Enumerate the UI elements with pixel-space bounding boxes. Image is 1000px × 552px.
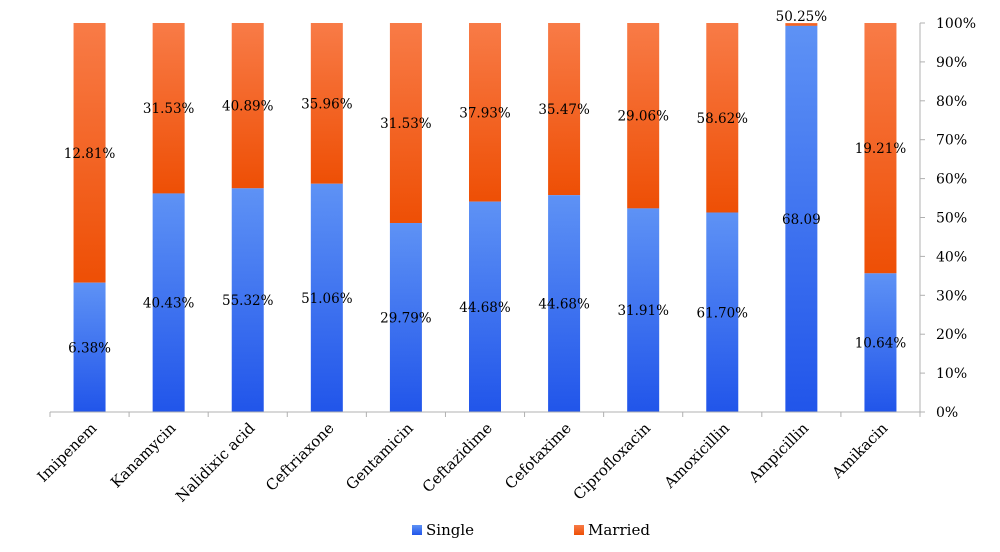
bar-married-ceftriaxone <box>310 23 343 184</box>
data-label-single: 55.32% <box>222 293 274 309</box>
data-label-single: 68.09 <box>782 212 821 228</box>
bar-single-amikacin <box>864 273 897 412</box>
data-label-married: 29.06% <box>617 109 669 125</box>
category-label: Nalidixic acid <box>172 419 259 506</box>
data-label-married: 58.62% <box>697 111 749 127</box>
data-label-single: 31.91% <box>617 303 669 319</box>
bar-married-ciprofloxacin <box>627 23 660 209</box>
data-labels-layer: 6.38% 12.81% 40.43% 31.53% 55.32% 40.89% 51.06… <box>64 9 907 356</box>
bar-married-ceftazidime <box>469 23 501 202</box>
y-tick-label: 60% <box>936 172 967 188</box>
y-tick-label: 30% <box>936 288 967 304</box>
bar-married-nalidixic-acid <box>231 23 264 189</box>
data-label-single: 51.06% <box>301 291 353 307</box>
legend-swatch <box>574 525 584 535</box>
bar-single-ceftriaxone <box>310 183 343 412</box>
data-label-married: 50.25% <box>776 9 828 25</box>
bar-single-gentamicin <box>389 223 422 412</box>
bar-married-amikacin <box>864 23 897 274</box>
data-label-married: 37.93% <box>459 105 511 121</box>
category-label: Ceftazidime <box>419 419 496 496</box>
bars-layer <box>73 23 897 412</box>
category-label: Amoxicillin <box>660 419 733 492</box>
y-tick-label: 0% <box>936 405 958 421</box>
y-tick-label: 90% <box>936 55 967 71</box>
bar-single-kanamycin <box>152 193 185 412</box>
category-label: Kanamycin <box>107 419 180 492</box>
data-label-married: 19.21% <box>855 141 907 157</box>
data-label-single: 6.38% <box>68 340 111 356</box>
bar-single-ampicillin <box>785 25 818 412</box>
data-label-single: 29.79% <box>380 311 432 327</box>
y-tick-label: 80% <box>936 94 967 110</box>
bar-married-kanamycin <box>152 23 185 194</box>
legend: Single Married <box>412 521 650 539</box>
bar-married-cefotaxime <box>548 23 581 196</box>
data-label-married: 35.47% <box>538 102 590 118</box>
data-label-married: 31.53% <box>143 101 195 117</box>
bar-single-ciprofloxacin <box>627 208 660 412</box>
y-tick-label: 100% <box>936 16 976 32</box>
data-label-single: 44.68% <box>538 297 590 313</box>
bar-single-cefotaxime <box>548 195 581 412</box>
category-label: Ciprofloxacin <box>570 419 655 504</box>
category-label: Ceftriaxone <box>262 419 338 495</box>
category-label: Ampicillin <box>745 419 813 487</box>
data-label-single: 40.43% <box>143 296 195 312</box>
data-label-married: 31.53% <box>380 116 432 132</box>
bar-married-amoxicillin <box>706 23 739 213</box>
bar-single-ceftazidime <box>469 201 501 412</box>
bar-married-imipenem <box>73 23 106 283</box>
bar-married-ampicillin <box>785 23 818 26</box>
y-tick-label: 70% <box>936 133 967 149</box>
bar-single-imipenem <box>73 282 106 412</box>
data-label-married: 35.96% <box>301 96 353 112</box>
y-tick-label: 10% <box>936 366 967 382</box>
y-tick-label: 40% <box>936 249 967 265</box>
category-label: Imipenem <box>34 419 101 486</box>
category-label: Cefotaxime <box>501 419 575 493</box>
data-label-single: 44.68% <box>459 300 511 316</box>
y-tick-label: 50% <box>936 211 967 227</box>
data-label-single: 10.64% <box>855 336 907 352</box>
bar-married-gentamicin <box>389 23 422 224</box>
legend-swatch <box>412 525 422 535</box>
data-label-married: 12.81% <box>64 146 116 162</box>
data-label-married: 40.89% <box>222 99 274 115</box>
bar-single-amoxicillin <box>706 212 739 412</box>
data-label-single: 61.70% <box>697 305 749 321</box>
legend-label: Single <box>426 521 474 539</box>
category-label: Gentamicin <box>342 419 417 494</box>
y-tick-label: 20% <box>936 327 967 343</box>
legend-label: Married <box>588 521 650 539</box>
bar-single-nalidixic-acid <box>231 188 264 412</box>
category-label: Amikacin <box>828 419 892 483</box>
